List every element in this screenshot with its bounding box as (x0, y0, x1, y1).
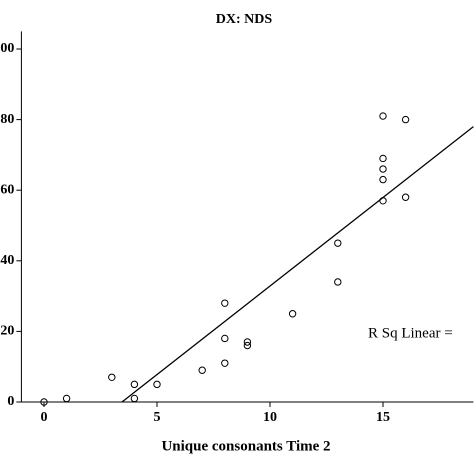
x-tick-label: 5 (154, 410, 161, 425)
y-tick-label: 0 (7, 394, 14, 409)
y-tick-label: 80 (0, 112, 14, 127)
point (198, 366, 206, 374)
point (221, 359, 229, 367)
point (401, 193, 410, 201)
point (130, 380, 139, 389)
chart-title: DX: NDS (216, 12, 273, 27)
point (243, 338, 252, 346)
point (153, 380, 161, 389)
point (221, 299, 229, 307)
x-axis-label: Unique consonants Time 2 (161, 438, 330, 454)
point (401, 115, 410, 124)
point (288, 310, 297, 318)
point (379, 175, 387, 184)
x-tick-label: 0 (41, 410, 48, 425)
point (62, 394, 71, 403)
fit-line (121, 126, 474, 403)
x-tick-label: 10 (263, 410, 277, 425)
point (379, 165, 387, 173)
y-tick-label: 60 (0, 182, 14, 197)
point (221, 334, 229, 343)
point (334, 278, 342, 286)
point (130, 394, 139, 403)
y-tick-label: 20 (0, 324, 14, 339)
point (379, 154, 387, 163)
point (108, 373, 116, 381)
point (379, 112, 387, 120)
y-tick-label: 40 (0, 253, 14, 268)
point (334, 239, 342, 247)
point (40, 398, 48, 406)
x-tick-label: 15 (376, 410, 390, 425)
y-tick-label: 100 (0, 41, 14, 56)
point (243, 341, 252, 350)
annotation: R Sq Linear = (368, 325, 453, 341)
